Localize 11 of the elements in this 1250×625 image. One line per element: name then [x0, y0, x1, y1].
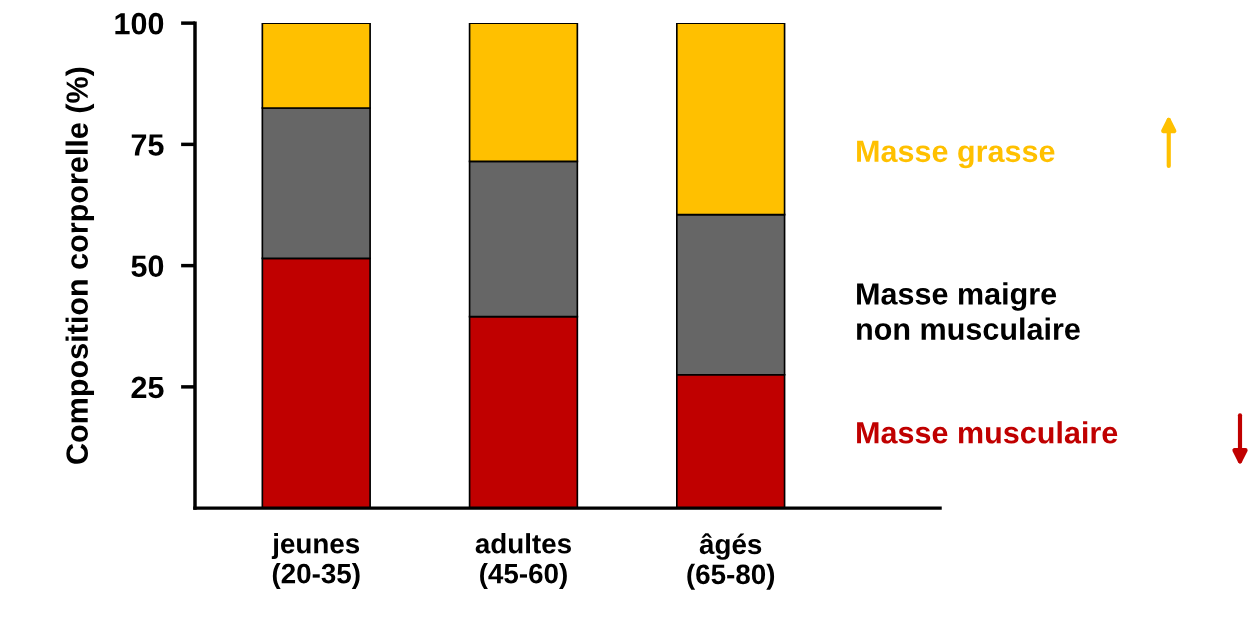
text: Masse grasse	[857, 140, 1055, 169]
x-tick-label: adultes (45-60)	[475, 533, 571, 589]
y-tick-label: 50	[131, 255, 164, 277]
text: Masse musculaire	[857, 421, 1118, 444]
x-tick-label: jeunes (20-35)	[271, 533, 360, 589]
y-tick-label: 25	[131, 376, 164, 399]
text: Masse maigre non musculaire	[857, 282, 1080, 340]
y-tick-label: 75	[131, 134, 164, 156]
x-tick-label: âgés (65-80)	[687, 533, 775, 590]
y-axis-title: Composition corporelle (%)	[65, 67, 95, 464]
y-tick-label: 100	[115, 12, 164, 35]
